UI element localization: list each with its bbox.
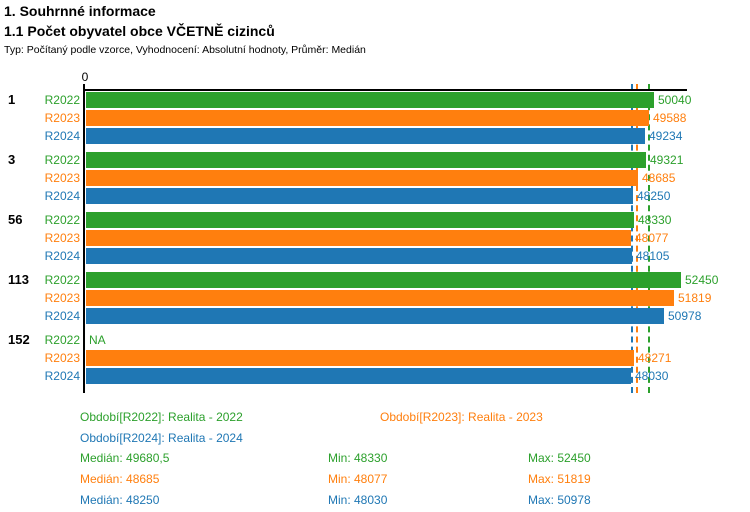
bar-value-label: 48250 (637, 189, 671, 203)
stat-max-label: Max: 52450 (528, 451, 591, 465)
stat-median-label: Medián: 49680,5 (80, 451, 170, 465)
stat-median-label: Medián: 48250 (80, 493, 160, 507)
subsection-title: 1.1 Počet obyvatel obce VČETNĚ cizinců (4, 23, 275, 39)
bar (86, 212, 634, 228)
bar (86, 230, 631, 246)
bar-value-label: 48271 (638, 351, 672, 365)
series-row-label: R2022 (44, 153, 80, 167)
series-row-label: R2024 (44, 369, 80, 383)
bar-value-label: 50978 (668, 309, 702, 323)
bar-value-label: 51819 (678, 291, 712, 305)
bar-value-label: 50040 (658, 93, 692, 107)
bar-value-label: 49321 (650, 153, 684, 167)
series-row-label: R2024 (44, 129, 80, 143)
bar (86, 350, 634, 366)
category-label: 3 (8, 152, 16, 167)
bar-value-label: 48030 (635, 369, 669, 383)
category-label: 113 (8, 272, 29, 287)
bar (86, 188, 633, 204)
bar-value-label: 48685 (642, 171, 676, 185)
bar (86, 152, 646, 168)
bar (86, 248, 632, 264)
bar-value-label: 48105 (636, 249, 670, 263)
bar-value-label: 48330 (638, 213, 672, 227)
series-row-label: R2023 (44, 291, 80, 305)
category-label: 1 (8, 92, 16, 107)
median-reference-line (636, 84, 638, 393)
missing-value-label: NA (89, 333, 106, 347)
bar (86, 170, 638, 186)
bar-value-label: 49234 (649, 129, 683, 143)
stat-min-label: Min: 48330 (328, 451, 388, 465)
stat-max-label: Max: 50978 (528, 493, 591, 507)
bar (86, 92, 654, 108)
x-axis-top-line (83, 89, 687, 91)
x-axis-origin-label: 0 (81, 70, 89, 84)
legend-period-label: Období[R2023]: Realita - 2023 (380, 410, 543, 424)
series-row-label: R2023 (44, 351, 80, 365)
bar (86, 272, 681, 288)
series-row-label: R2022 (44, 213, 80, 227)
median-reference-line (631, 84, 633, 393)
section-title: 1. Souhrnné informace (4, 3, 156, 19)
y-axis-line (83, 84, 85, 393)
bar (86, 290, 674, 306)
bar (86, 308, 664, 324)
series-row-label: R2023 (44, 171, 80, 185)
stat-max-label: Max: 51819 (528, 472, 591, 486)
legend-period-label: Období[R2022]: Realita - 2022 (80, 410, 243, 424)
series-row-label: R2024 (44, 249, 80, 263)
bar-value-label: 48077 (635, 231, 669, 245)
series-row-label: R2022 (44, 273, 80, 287)
median-reference-line (648, 84, 650, 393)
bar (86, 368, 631, 384)
chart-meta-line: Typ: Počítaný podle vzorce, Vyhodnocení:… (4, 44, 366, 56)
bar-value-label: 52450 (685, 273, 719, 287)
bar (86, 110, 649, 126)
category-label: 56 (8, 212, 23, 227)
series-row-label: R2024 (44, 189, 80, 203)
category-label: 152 (8, 332, 30, 347)
bar (86, 128, 645, 144)
series-row-label: R2024 (44, 309, 80, 323)
stat-min-label: Min: 48077 (328, 472, 388, 486)
series-row-label: R2023 (44, 231, 80, 245)
series-row-label: R2022 (44, 93, 80, 107)
legend-period-label: Období[R2024]: Realita - 2024 (80, 431, 243, 445)
bar-value-label: 49588 (653, 111, 687, 125)
stat-min-label: Min: 48030 (328, 493, 388, 507)
series-row-label: R2023 (44, 111, 80, 125)
series-row-label: R2022 (44, 333, 80, 347)
stat-median-label: Medián: 48685 (80, 472, 160, 486)
